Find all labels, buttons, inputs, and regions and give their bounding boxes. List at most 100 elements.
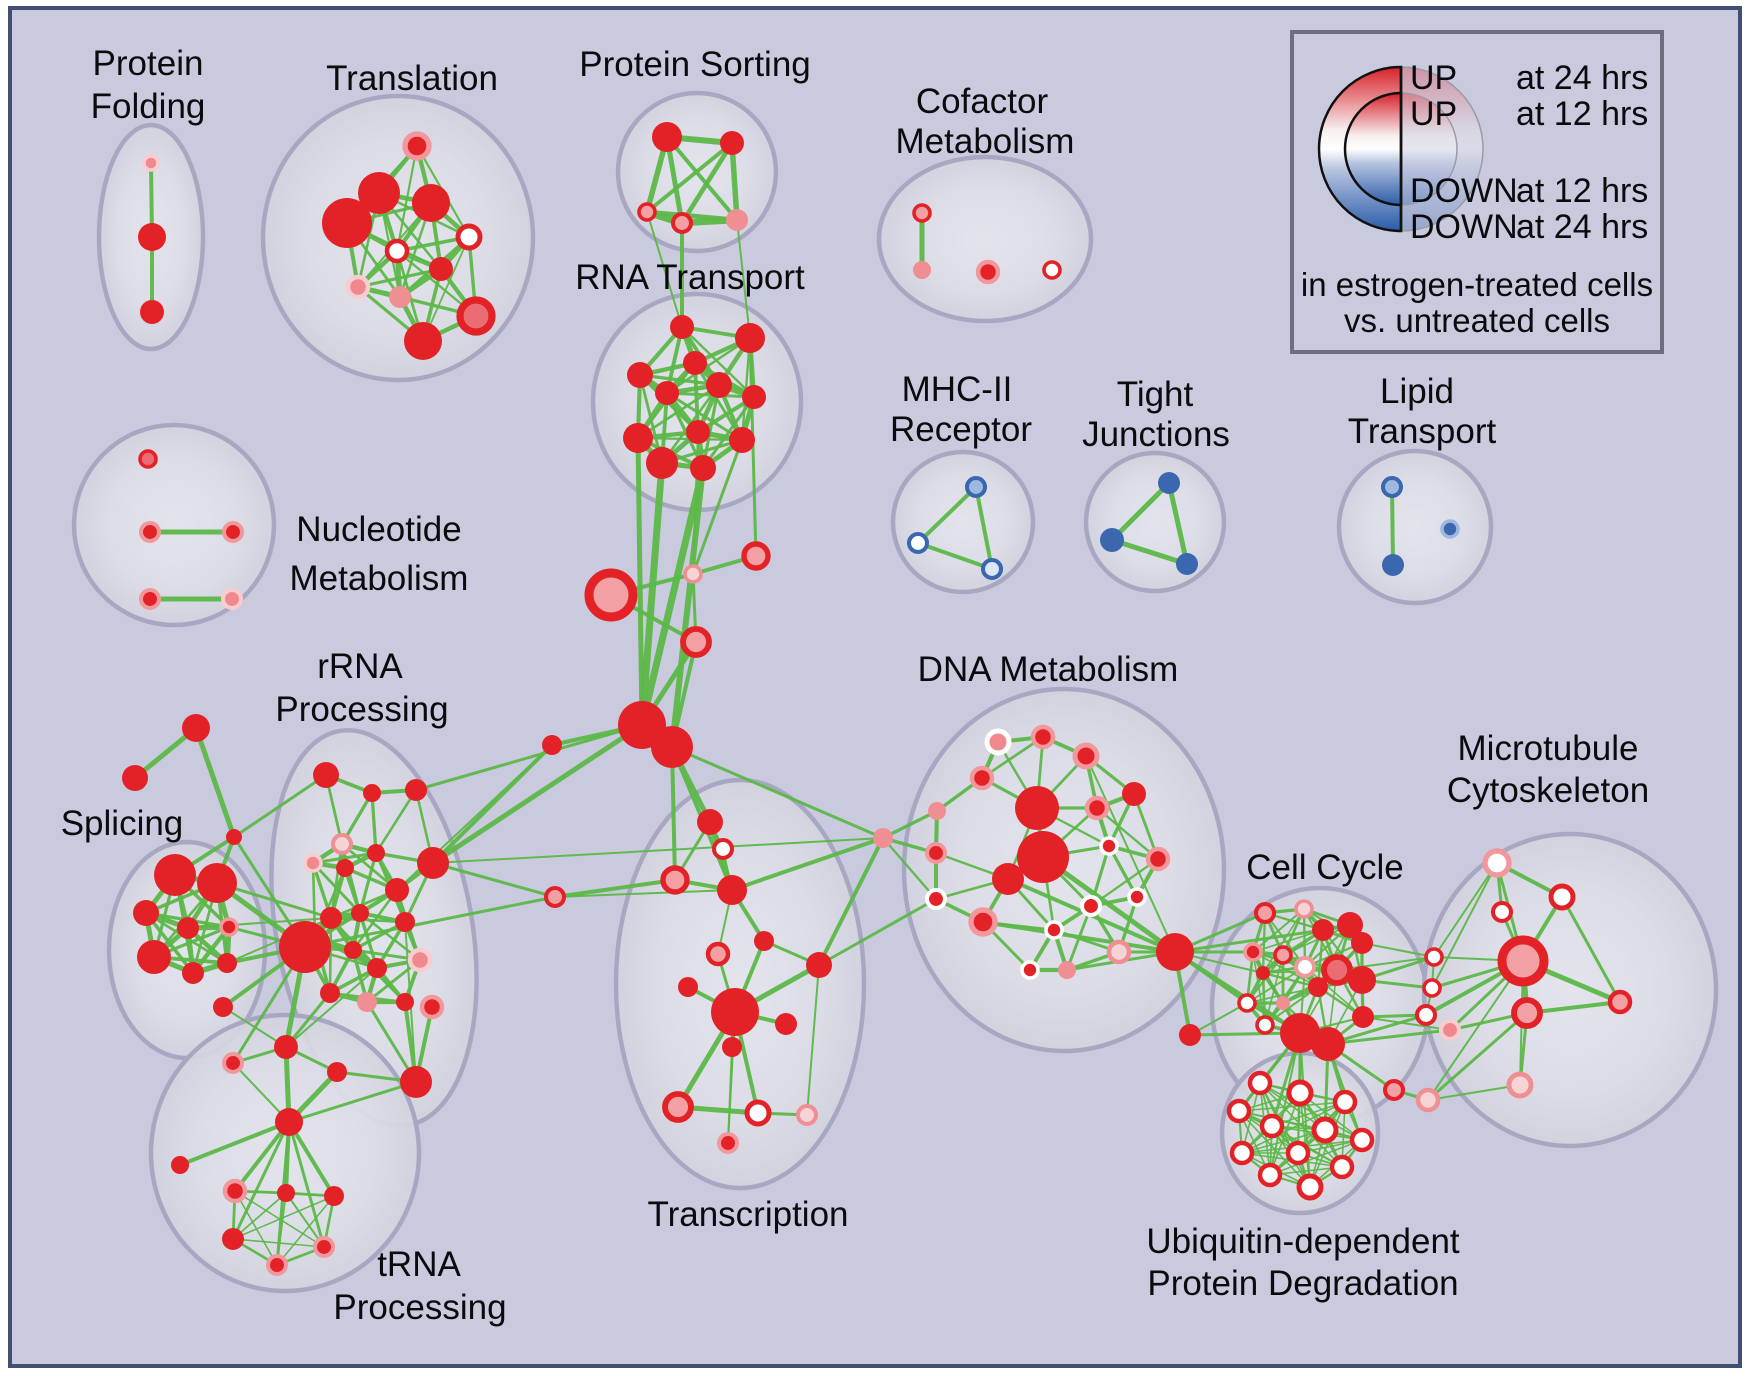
network-node[interactable] <box>407 947 433 973</box>
network-node[interactable] <box>1072 742 1100 770</box>
network-node[interactable] <box>221 520 245 544</box>
network-node[interactable] <box>729 427 755 453</box>
network-node[interactable] <box>912 203 932 223</box>
network-node[interactable] <box>1414 1003 1438 1027</box>
network-node[interactable] <box>322 198 372 248</box>
network-node[interactable] <box>219 917 239 937</box>
network-node[interactable] <box>412 184 450 222</box>
network-node[interactable] <box>754 931 774 951</box>
network-node[interactable] <box>1259 1113 1285 1139</box>
network-node[interactable] <box>1424 947 1444 967</box>
network-node[interactable] <box>660 865 690 895</box>
network-node[interactable] <box>1273 945 1293 965</box>
network-node[interactable] <box>1256 966 1270 980</box>
network-node[interactable] <box>1511 997 1543 1029</box>
network-node[interactable] <box>680 626 712 658</box>
network-node[interactable] <box>726 209 748 231</box>
network-node[interactable] <box>138 520 162 544</box>
network-node[interactable] <box>313 762 339 788</box>
network-node[interactable] <box>274 1035 298 1059</box>
network-node[interactable] <box>182 714 210 742</box>
network-node[interactable] <box>1122 782 1146 806</box>
network-node[interactable] <box>177 917 199 939</box>
network-node[interactable] <box>686 420 710 444</box>
network-node[interactable] <box>717 875 747 905</box>
network-node[interactable] <box>683 564 703 584</box>
network-node[interactable] <box>968 907 998 937</box>
network-node[interactable] <box>402 131 432 161</box>
network-node[interactable] <box>716 1131 740 1155</box>
network-node[interactable] <box>222 1178 248 1204</box>
network-node[interactable] <box>1349 1127 1375 1153</box>
network-node[interactable] <box>1294 899 1314 919</box>
network-node[interactable] <box>1280 1013 1320 1053</box>
network-node[interactable] <box>1438 1018 1462 1042</box>
network-node[interactable] <box>964 475 988 499</box>
network-node[interactable] <box>1293 955 1317 979</box>
network-node[interactable] <box>429 257 453 281</box>
network-node[interactable] <box>1422 978 1442 998</box>
network-node[interactable] <box>1226 1098 1252 1124</box>
network-node[interactable] <box>969 765 995 791</box>
network-node[interactable] <box>122 765 148 791</box>
network-node[interactable] <box>1548 883 1576 911</box>
network-node[interactable] <box>1296 1173 1324 1201</box>
network-node[interactable] <box>221 1051 245 1075</box>
network-node[interactable] <box>277 1184 295 1202</box>
network-node[interactable] <box>1332 1089 1358 1115</box>
network-node[interactable] <box>735 323 765 353</box>
network-node[interactable] <box>683 351 707 375</box>
network-node[interactable] <box>324 1186 344 1206</box>
network-node[interactable] <box>320 907 342 929</box>
network-node[interactable] <box>312 1235 336 1259</box>
network-node[interactable] <box>542 735 562 755</box>
network-node[interactable] <box>913 261 931 279</box>
network-node[interactable] <box>1079 894 1103 918</box>
network-node[interactable] <box>182 962 204 984</box>
network-node[interactable] <box>627 362 653 388</box>
network-node[interactable] <box>1286 1079 1314 1107</box>
network-node[interactable] <box>637 202 657 222</box>
network-node[interactable] <box>711 988 759 1036</box>
network-node[interactable] <box>706 372 732 398</box>
network-node[interactable] <box>697 809 723 835</box>
network-node[interactable] <box>330 832 354 856</box>
network-node[interactable] <box>1176 553 1198 575</box>
network-node[interactable] <box>138 449 158 469</box>
network-node[interactable] <box>984 728 1012 756</box>
network-node[interactable] <box>1257 1162 1283 1188</box>
network-node[interactable] <box>140 300 164 324</box>
network-node[interactable] <box>367 958 387 978</box>
network-node[interactable] <box>655 381 679 405</box>
network-node[interactable] <box>543 885 567 909</box>
network-node[interactable] <box>711 837 735 861</box>
network-node[interactable] <box>1015 786 1059 830</box>
network-node[interactable] <box>980 557 1004 581</box>
network-node[interactable] <box>419 994 445 1020</box>
network-node[interactable] <box>1351 932 1373 954</box>
network-node[interactable] <box>1329 1154 1355 1180</box>
network-node[interactable] <box>662 1091 694 1123</box>
network-node[interactable] <box>1237 993 1257 1013</box>
network-node[interactable] <box>1321 954 1353 986</box>
network-node[interactable] <box>138 587 162 611</box>
network-node[interactable] <box>741 541 771 571</box>
network-node[interactable] <box>1042 260 1062 280</box>
network-node[interactable] <box>404 322 442 360</box>
network-node[interactable] <box>1100 528 1124 552</box>
network-node[interactable] <box>363 784 381 802</box>
network-node[interactable] <box>367 844 385 862</box>
network-node[interactable] <box>1415 1087 1441 1113</box>
network-node[interactable] <box>358 172 400 214</box>
network-node[interactable] <box>744 1099 772 1127</box>
network-node[interactable] <box>722 1037 742 1057</box>
network-node[interactable] <box>1312 919 1334 941</box>
network-node[interactable] <box>1106 939 1132 965</box>
network-node[interactable] <box>1607 989 1633 1015</box>
network-node[interactable] <box>906 531 930 555</box>
network-node[interactable] <box>1285 1140 1311 1166</box>
network-node[interactable] <box>678 977 698 997</box>
network-node[interactable] <box>646 447 678 479</box>
network-node[interactable] <box>1497 935 1549 987</box>
network-node[interactable] <box>1337 912 1363 938</box>
